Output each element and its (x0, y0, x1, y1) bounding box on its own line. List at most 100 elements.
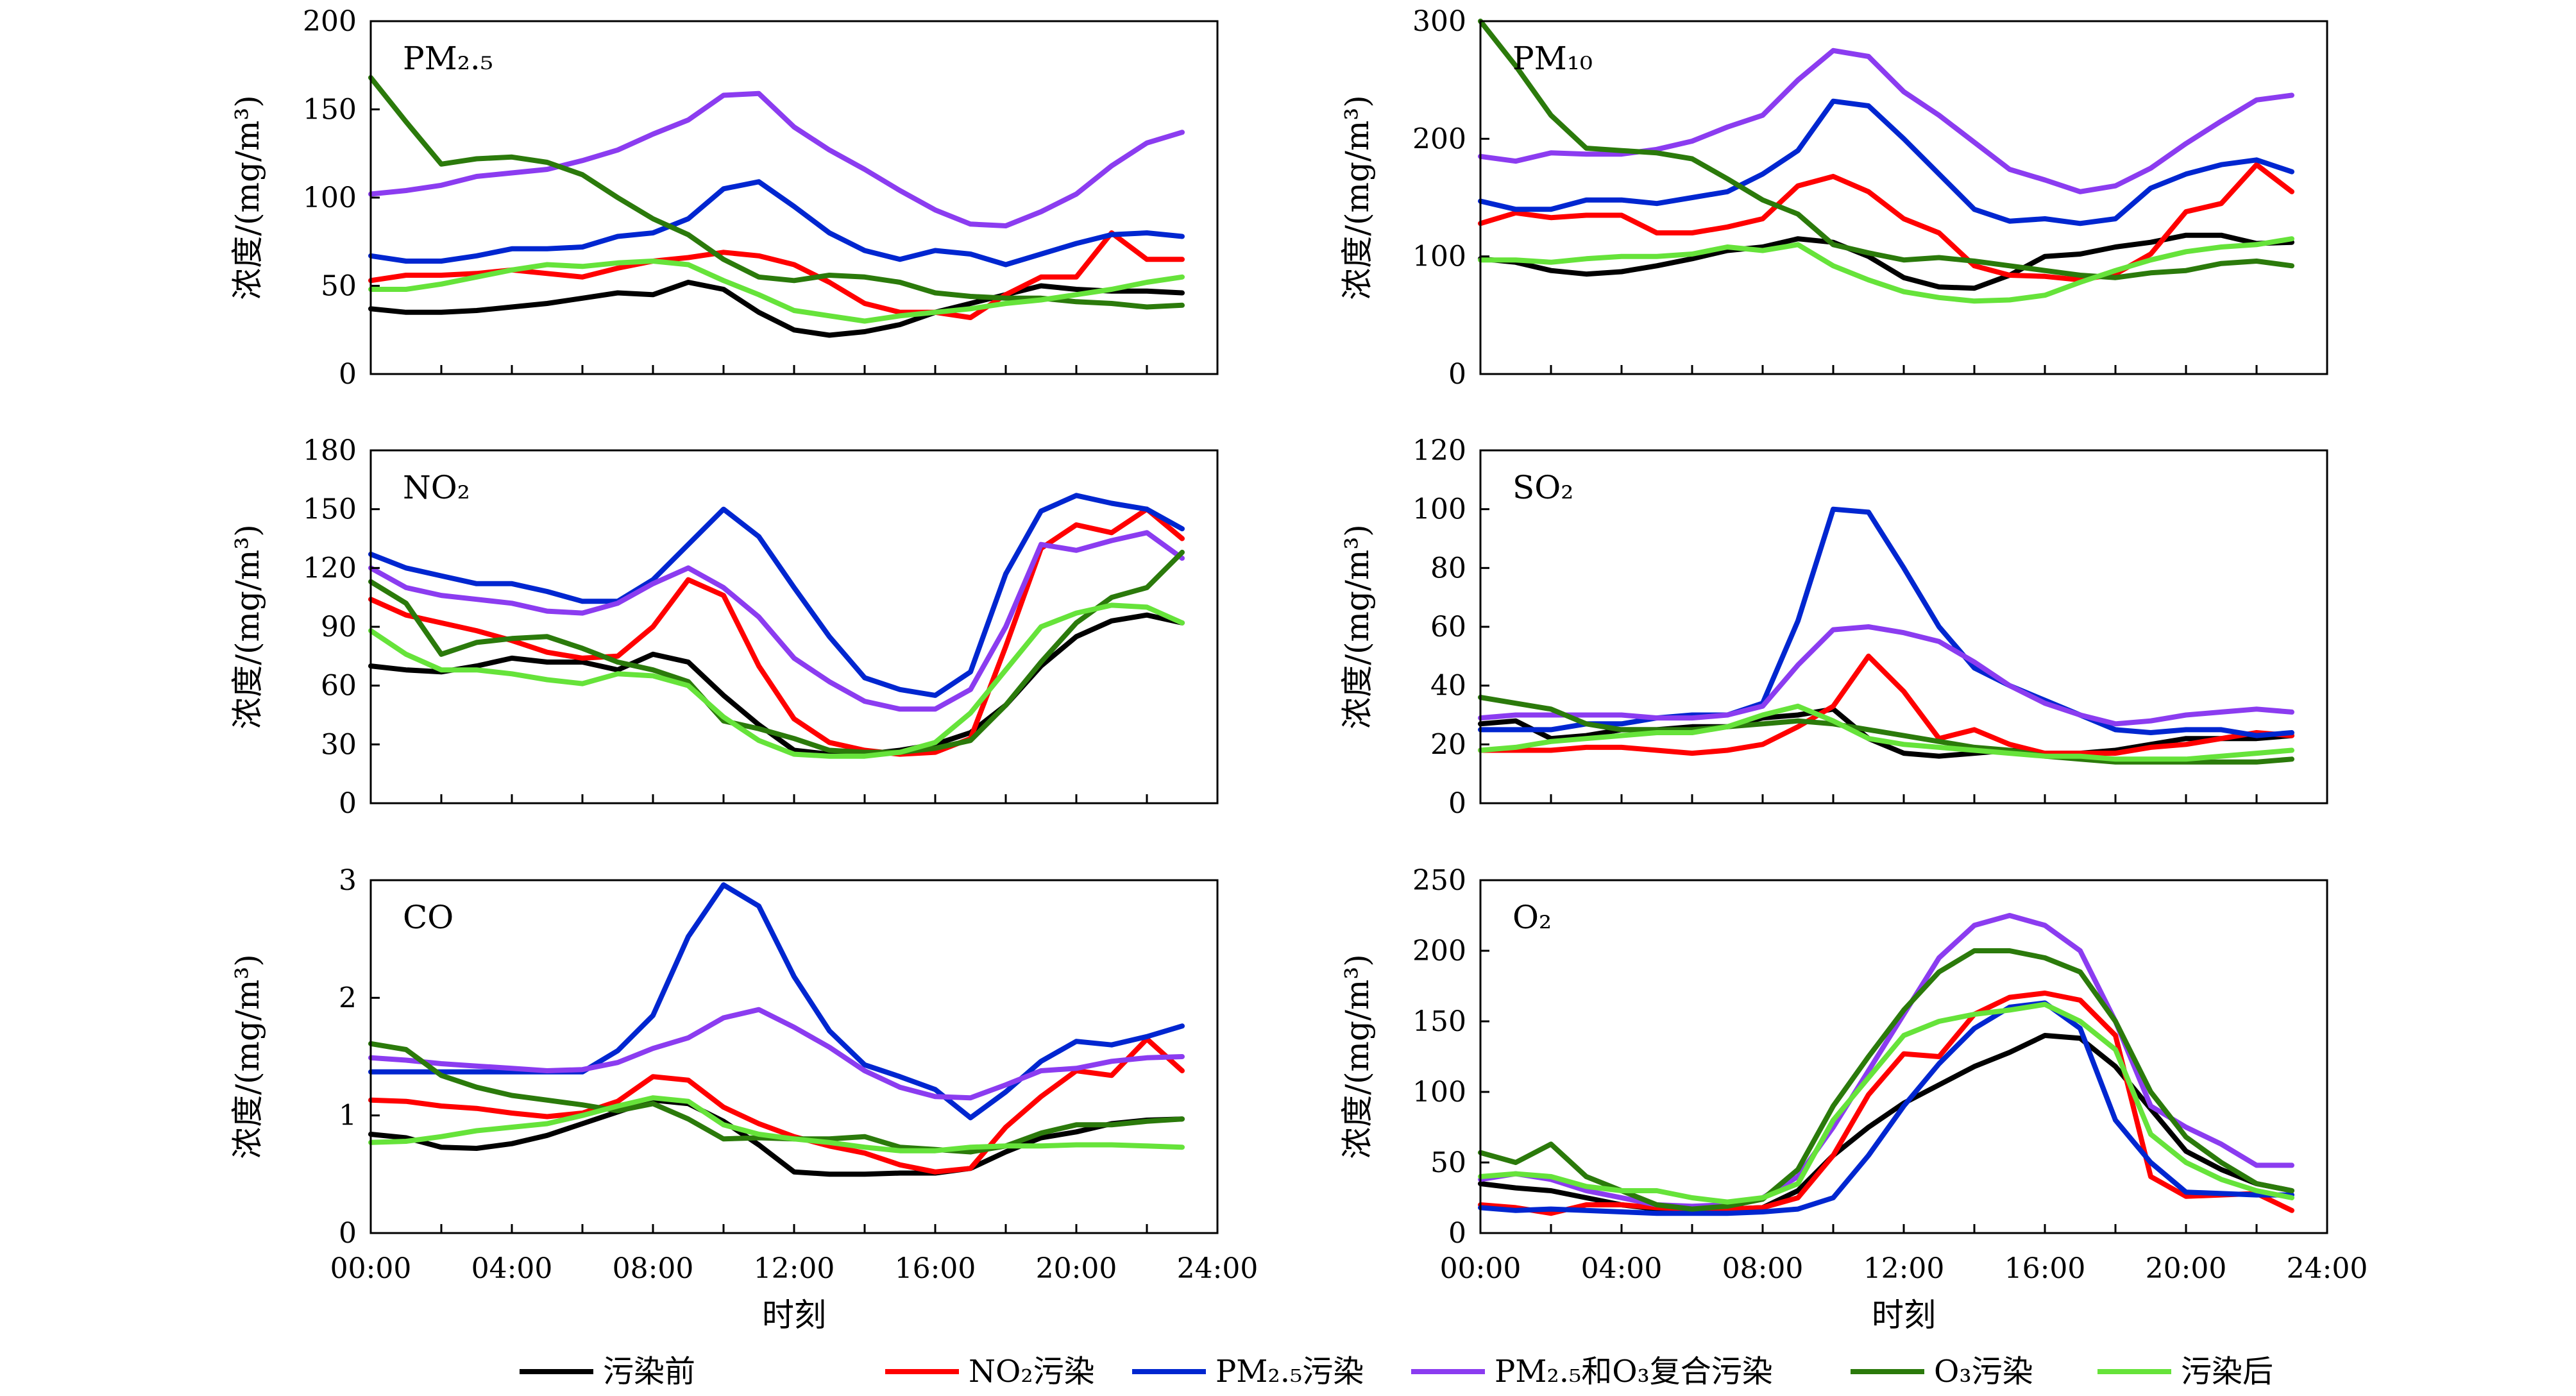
y-tick-label: 50 (1430, 1146, 1466, 1179)
y-tick-label: 0 (1448, 1217, 1466, 1250)
y-tick-label: 2 (339, 982, 357, 1014)
y-tick-label: 100 (303, 182, 357, 214)
legend-item: O₃污染 (1851, 1354, 2033, 1390)
y-tick-label: 200 (1412, 123, 1466, 155)
y-tick-label: 200 (1412, 935, 1466, 967)
legend-label: PM₂.₅污染 (1216, 1354, 1364, 1390)
panel-title: CO (403, 899, 453, 936)
series-line-co-1 (368, 1036, 1185, 1175)
legend-item: PM₂.₅和O₃复合污染 (1411, 1354, 1773, 1390)
x-tick-label: 24:00 (2287, 1252, 2368, 1285)
y-axis-title: 浓度/(mg/m³) (1339, 954, 1376, 1159)
panel-title: NO₂ (403, 469, 470, 506)
legend-item: PM₂.₅污染 (1132, 1354, 1364, 1390)
x-tick-label: 12:00 (1863, 1252, 1945, 1285)
series-line-so2-3 (1478, 624, 2294, 727)
y-tick-label: 20 (1430, 728, 1466, 761)
legend: 污染前 NO₂污染 PM₂.₅污染 PM₂.₅和O₃复合污染 O₃污染 污染后 (520, 1354, 2273, 1390)
x-tick-label: 16:00 (2004, 1252, 2086, 1285)
x-tick-label: 20:00 (1036, 1252, 1117, 1285)
panel-pm25: 0 50 100 150 200 PM₂.₅ 浓度/(mg/m³) (229, 5, 1219, 391)
y-tick-label: 40 (1430, 670, 1466, 702)
legend-label: NO₂污染 (969, 1354, 1095, 1390)
x-tick-label: 00:00 (1440, 1252, 1521, 1285)
y-tick-label: 0 (1448, 787, 1466, 820)
y-tick-label: 180 (303, 434, 357, 467)
y-tick-label: 150 (303, 94, 357, 126)
y-axis-title: 浓度/(mg/m³) (229, 954, 266, 1159)
legend-label: 污染前 (603, 1354, 695, 1390)
panel-title: PM₂.₅ (403, 40, 493, 77)
panels: 050100150200PM₂.₅浓度/(mg/m³)0100200300PM₁… (229, 5, 2368, 1334)
y-tick-label: 150 (1412, 1005, 1466, 1038)
y-tick-label: 120 (1412, 434, 1466, 467)
series-line-pm10-3 (1478, 47, 2294, 194)
series-line-no2-0 (368, 612, 1185, 757)
series-line-so2-1 (1478, 653, 2294, 756)
panel-no2: 0 30 60 90 120 150 180 NO₂ 浓度/(mg/m³) (229, 434, 1219, 820)
x-tick-label: 04:00 (471, 1252, 553, 1285)
plot-frame (369, 879, 1219, 1234)
series-line-no2-2 (368, 493, 1185, 698)
y-tick-label: 1 (339, 1100, 357, 1132)
series-line-o3-1 (1478, 991, 2294, 1216)
legend-label: 污染后 (2181, 1354, 2273, 1390)
x-axis-title: 时刻 (1872, 1297, 1936, 1334)
series-line-no2-3 (368, 530, 1185, 712)
series-line-co-0 (368, 1097, 1185, 1177)
y-axis-title: 浓度/(mg/m³) (229, 95, 266, 300)
y-axis-title: 浓度/(mg/m³) (229, 524, 266, 729)
x-tick-label: 08:00 (1722, 1252, 1804, 1285)
y-tick-label: 30 (321, 728, 357, 761)
legend-label: PM₂.₅和O₃复合污染 (1495, 1354, 1773, 1390)
x-axis-title: 时刻 (762, 1297, 826, 1334)
plot-frame (1479, 449, 2328, 804)
y-tick-label: 100 (1412, 1076, 1466, 1109)
legend-item: 污染前 (520, 1354, 695, 1390)
panel-title: O₂ (1513, 899, 1552, 936)
series-line-pm10-4 (1478, 19, 2294, 280)
series-line-pm25-5 (368, 259, 1185, 324)
x-tick-label: 20:00 (2146, 1252, 2227, 1285)
series-line-no2-4 (368, 549, 1185, 755)
y-tick-label: 0 (339, 1217, 357, 1250)
y-tick-label: 300 (1412, 5, 1466, 38)
y-tick-label: 200 (303, 5, 357, 38)
panel-so2: 0 20 40 60 80 100 120 SO₂ 浓度/(mg/m³) (1339, 434, 2328, 820)
x-tick-label: 16:00 (895, 1252, 976, 1285)
panel-co: 0 1 2 3 00:00 04:00 08:00 12:00 16:00 20:00 24:00 时… (229, 864, 1258, 1334)
series-line-o3-4 (1478, 948, 2294, 1212)
x-tick-label: 08:00 (613, 1252, 694, 1285)
y-tick-label: 0 (1448, 358, 1466, 391)
y-tick-label: 100 (1412, 241, 1466, 273)
y-tick-label: 90 (321, 611, 357, 643)
x-tick-label: 04:00 (1581, 1252, 1663, 1285)
series-line-o3-2 (1478, 1000, 2294, 1216)
y-tick-label: 80 (1430, 552, 1466, 584)
series-line-pm10-5 (1478, 236, 2294, 304)
y-tick-label: 120 (303, 552, 357, 584)
series-line-pm10-0 (1478, 232, 2294, 291)
y-tick-label: 0 (339, 787, 357, 820)
panel-o3: 0 50 100 150 200 250 00:00 04:00 08:00 12:00 16:00… (1339, 864, 2368, 1334)
series-line-co-5 (368, 1095, 1185, 1153)
y-axis-title: 浓度/(mg/m³) (1339, 95, 1376, 300)
series-line-so2-4 (1478, 695, 2294, 765)
panel-title: SO₂ (1513, 469, 1573, 506)
y-tick-label: 250 (1412, 864, 1466, 897)
legend-item: NO₂污染 (885, 1354, 1095, 1390)
x-tick-label: 12:00 (754, 1252, 835, 1285)
y-tick-label: 0 (339, 358, 357, 391)
x-tick-label: 00:00 (330, 1252, 412, 1285)
series-line-pm10-2 (1478, 98, 2294, 226)
legend-item: 污染后 (2097, 1354, 2273, 1390)
series-line-pm10-1 (1478, 162, 2294, 283)
series-line-pm25-2 (368, 179, 1185, 268)
y-tick-label: 60 (1430, 611, 1466, 643)
series-line-no2-5 (368, 602, 1185, 759)
series-line-co-3 (368, 1007, 1185, 1101)
series-line-co-2 (368, 882, 1185, 1121)
series-line-o3-3 (1478, 913, 2294, 1209)
y-axis-title: 浓度/(mg/m³) (1339, 524, 1376, 729)
